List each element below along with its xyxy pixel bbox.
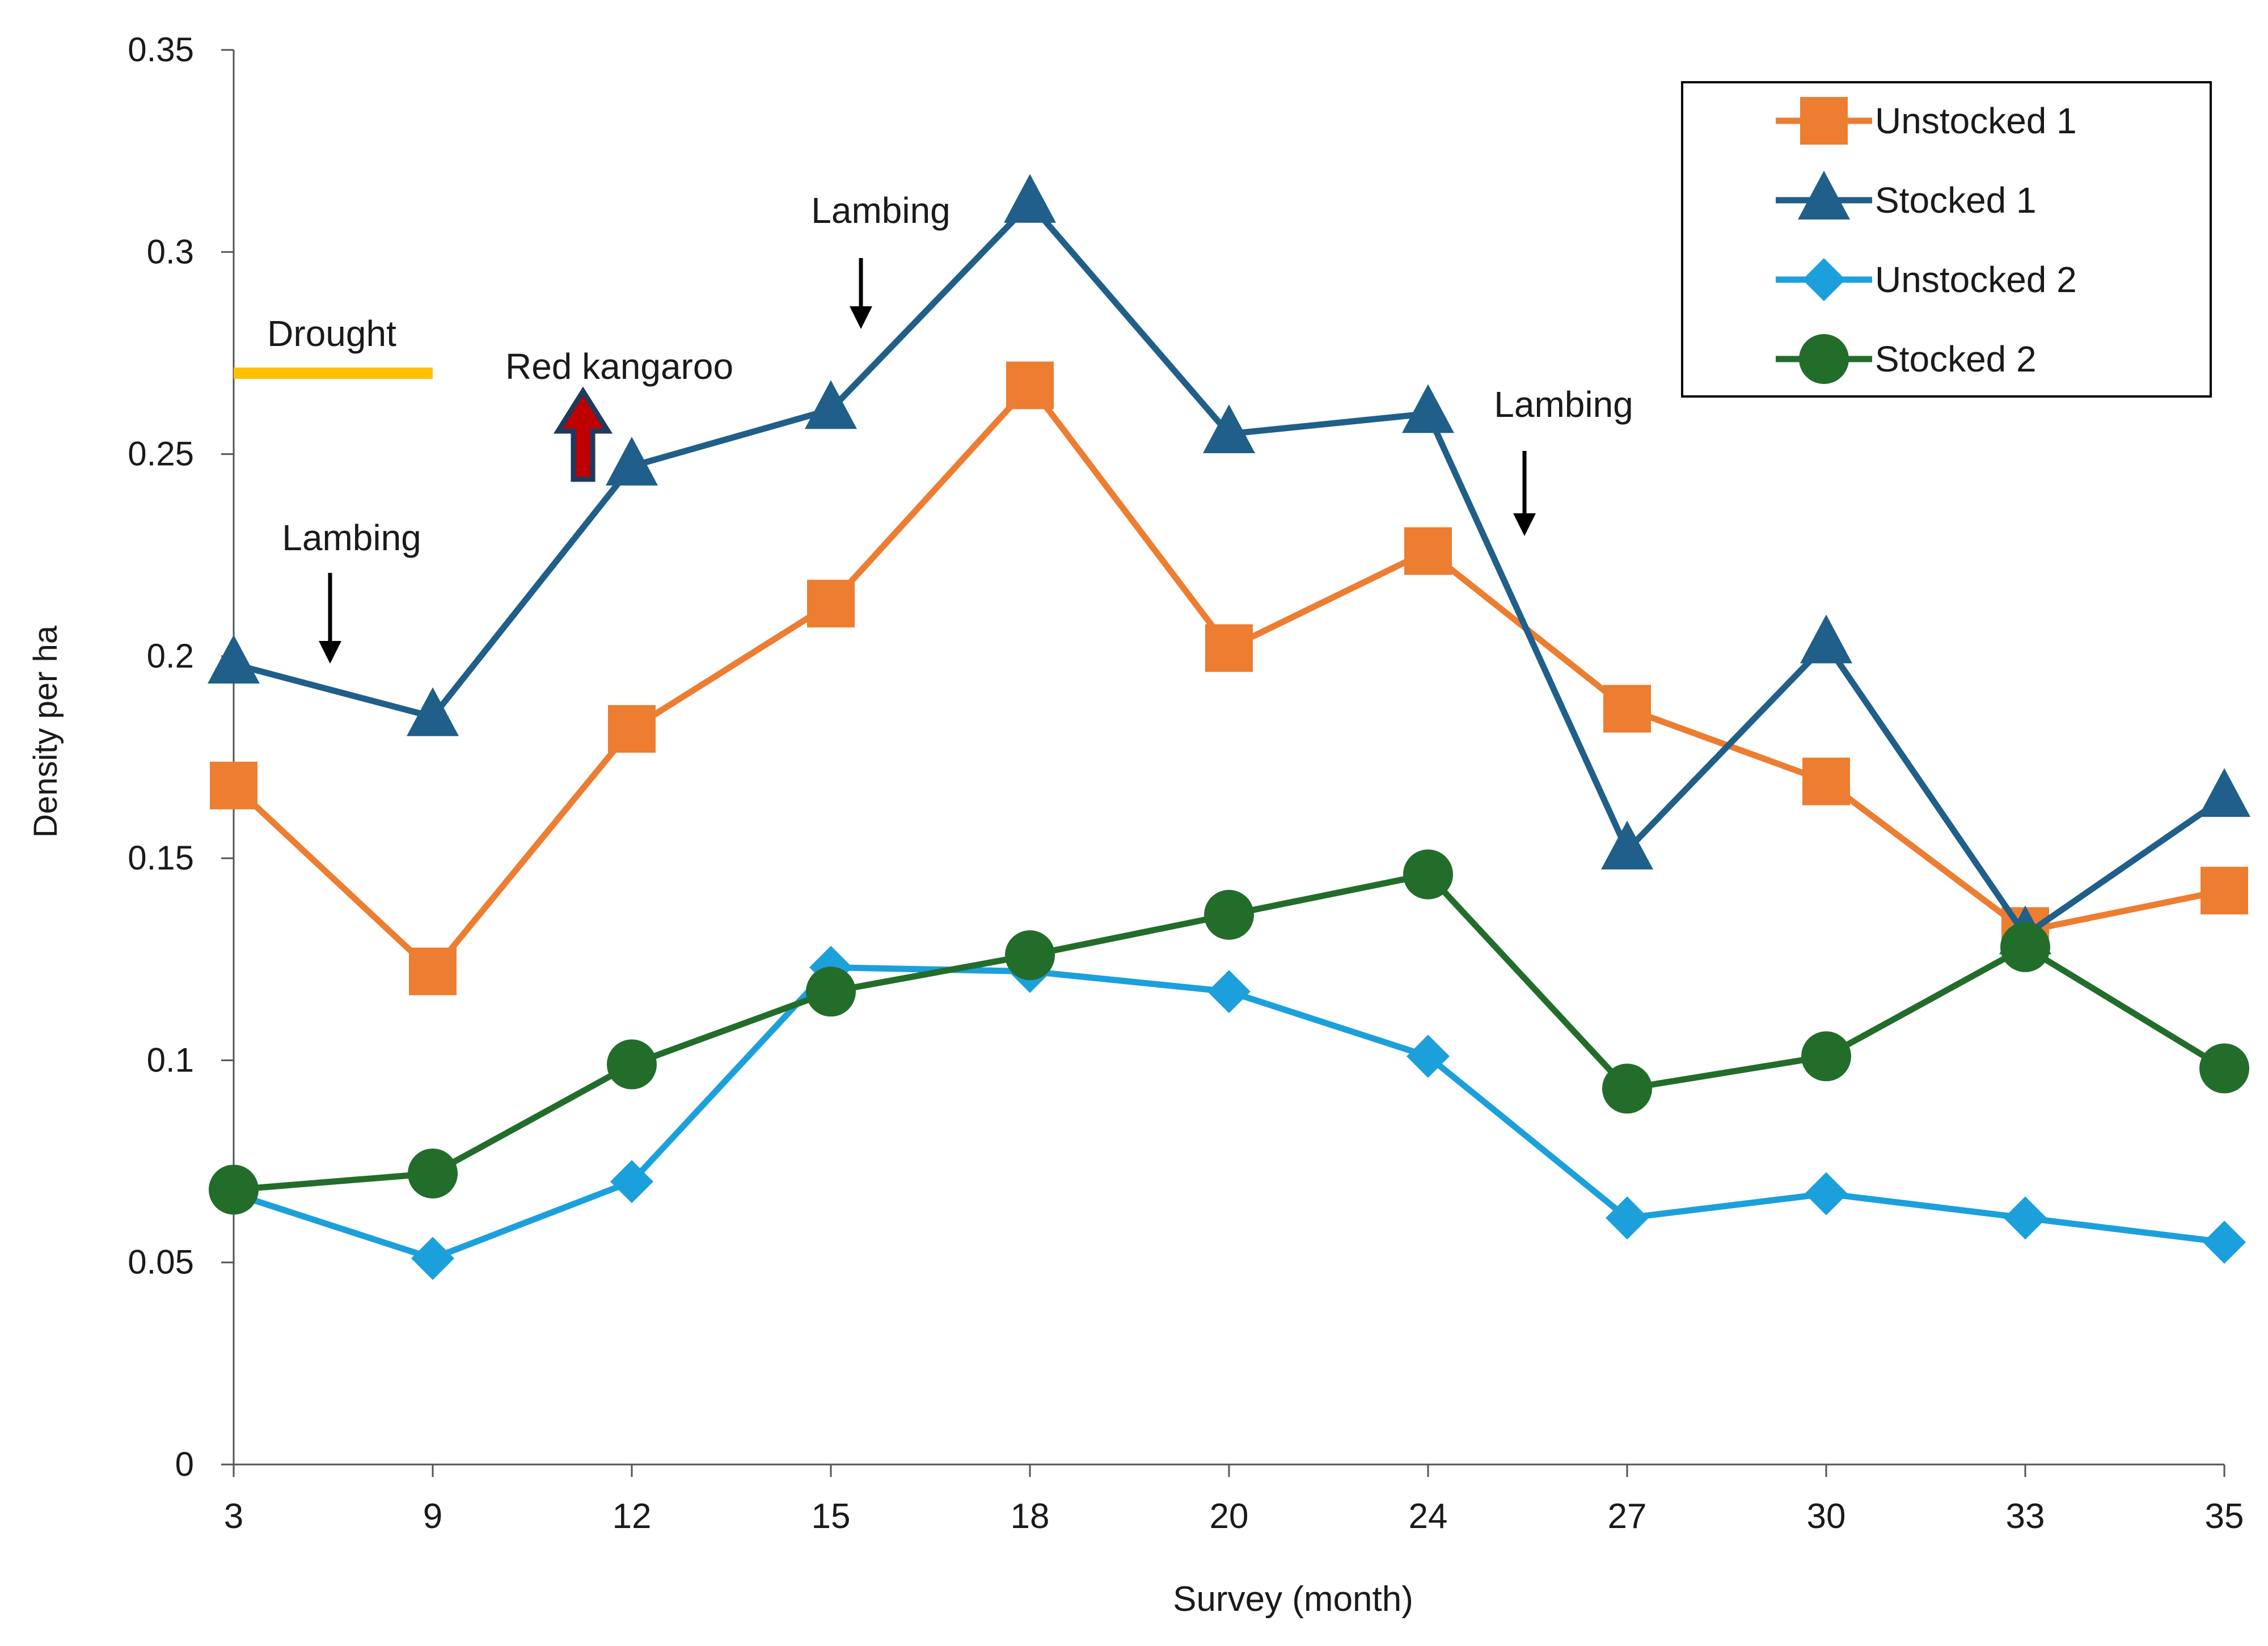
y-tick-label: 0.35	[128, 31, 194, 69]
x-tick-label: 33	[2006, 1497, 2045, 1536]
data-point-unstocked-1	[210, 761, 257, 809]
legend-marker-icon	[1800, 97, 1848, 145]
y-tick-label: 0.3	[147, 233, 194, 271]
legend: Unstocked 1 Stocked 1 Unstocked 2 Stocked 2	[1681, 81, 2212, 398]
data-point-stocked-1	[606, 436, 658, 486]
lambing-arrow-icon	[319, 641, 341, 664]
data-point-stocked-2	[1005, 930, 1055, 981]
y-axis-label: Density per ha	[27, 625, 64, 838]
series-stocked-1	[208, 174, 2250, 955]
data-point-unstocked-2	[1207, 970, 1251, 1014]
data-point-stocked-1	[208, 635, 260, 684]
lambing-arrow-icon	[850, 306, 872, 329]
data-point-stocked-1	[1402, 384, 1454, 433]
data-point-unstocked-2	[411, 1236, 454, 1280]
data-point-stocked-2	[1602, 1063, 1652, 1114]
data-point-stocked-1	[1601, 820, 1653, 870]
x-axis-label: Survey (month)	[1173, 1580, 1413, 1619]
legend-box	[1681, 81, 2212, 398]
data-point-stocked-2	[1403, 849, 1453, 900]
legend-label: Stocked 2	[1875, 339, 2037, 379]
x-tick-label: 27	[1608, 1497, 1647, 1536]
data-point-unstocked-1	[1404, 527, 1452, 575]
data-point-unstocked-1	[409, 947, 457, 995]
lambing-arrow-icon	[1513, 513, 1536, 536]
y-tick-label: 0	[175, 1445, 194, 1483]
data-point-stocked-1	[1004, 174, 1056, 223]
data-point-stocked-2	[1801, 1031, 1851, 1082]
y-tick-label: 0.1	[147, 1041, 194, 1079]
legend-label: Unstocked 1	[1875, 100, 2077, 141]
red-kangaroo-label: Red kangaroo	[505, 346, 733, 387]
y-tick-label: 0.15	[128, 839, 194, 877]
legend-marker-icon	[1799, 334, 1849, 384]
data-point-stocked-1	[805, 380, 857, 429]
y-tick-label: 0.25	[128, 435, 194, 473]
data-point-unstocked-1	[2201, 867, 2248, 915]
data-point-stocked-2	[2199, 1043, 2249, 1094]
data-point-stocked-2	[607, 1039, 657, 1090]
x-tick-label: 35	[2205, 1497, 2244, 1536]
data-point-stocked-2	[408, 1148, 458, 1198]
axes: 0 0.05 0.1 0.15 0.2 0.25 0.3 0.35 3 9 12 15 18 20 24 27…	[128, 31, 2244, 1536]
data-point-stocked-2	[1204, 889, 1254, 940]
data-point-unstocked-1	[1603, 685, 1651, 733]
legend-item-stocked-1: Stocked 1	[1776, 171, 2037, 221]
series-stocked-2	[209, 849, 2249, 1215]
data-point-unstocked-2	[1606, 1196, 1649, 1240]
data-point-unstocked-2	[1407, 1035, 1450, 1078]
legend-item-unstocked-2: Unstocked 2	[1776, 258, 2077, 301]
red-kangaroo-arrow-icon	[553, 386, 613, 482]
data-point-stocked-1	[2198, 768, 2250, 817]
x-tick-label: 30	[1807, 1497, 1846, 1536]
x-tick-label: 24	[1409, 1497, 1448, 1536]
data-point-unstocked-1	[1205, 624, 1253, 672]
x-tick-label: 18	[1011, 1497, 1050, 1536]
lambing-label: Lambing	[282, 517, 421, 558]
legend-label: Stocked 1	[1875, 180, 2037, 221]
data-point-stocked-1	[407, 687, 459, 736]
y-tick-label: 0.05	[128, 1243, 194, 1281]
legend-marker-icon	[1802, 258, 1845, 301]
data-point-unstocked-2	[2203, 1221, 2246, 1264]
series-layer	[208, 174, 2250, 1280]
y-tick-label: 0.2	[147, 637, 194, 675]
data-point-unstocked-1	[608, 705, 656, 753]
legend-item-stocked-2: Stocked 2	[1776, 334, 2037, 384]
data-point-unstocked-1	[1006, 361, 1054, 410]
data-point-stocked-2	[2000, 922, 2050, 972]
x-tick-label: 12	[613, 1497, 652, 1536]
data-point-stocked-1	[1800, 614, 1852, 664]
data-point-unstocked-2	[2004, 1196, 2047, 1240]
data-point-unstocked-1	[1802, 757, 1850, 805]
lambing-label: Lambing	[811, 190, 951, 231]
legend-label: Unstocked 2	[1875, 259, 2077, 300]
legend-marker-icon	[1798, 171, 1850, 220]
data-point-unstocked-2	[610, 1160, 653, 1204]
series-unstocked-1	[210, 361, 2248, 995]
annotations: Drought Red kangaroo Lambing Lambing Lambing	[234, 190, 1633, 664]
x-tick-label: 9	[423, 1497, 442, 1536]
legend-item-unstocked-1: Unstocked 1	[1776, 97, 2077, 145]
data-point-stocked-1	[1203, 404, 1255, 453]
x-tick-label: 20	[1210, 1497, 1249, 1536]
lambing-label: Lambing	[1494, 384, 1633, 425]
data-point-stocked-2	[806, 967, 856, 1017]
drought-label: Drought	[267, 313, 396, 354]
data-point-unstocked-2	[1805, 1172, 1848, 1215]
data-point-stocked-2	[209, 1164, 259, 1215]
data-point-unstocked-1	[807, 580, 855, 628]
x-tick-label: 3	[224, 1497, 243, 1536]
x-tick-label: 15	[812, 1497, 851, 1536]
